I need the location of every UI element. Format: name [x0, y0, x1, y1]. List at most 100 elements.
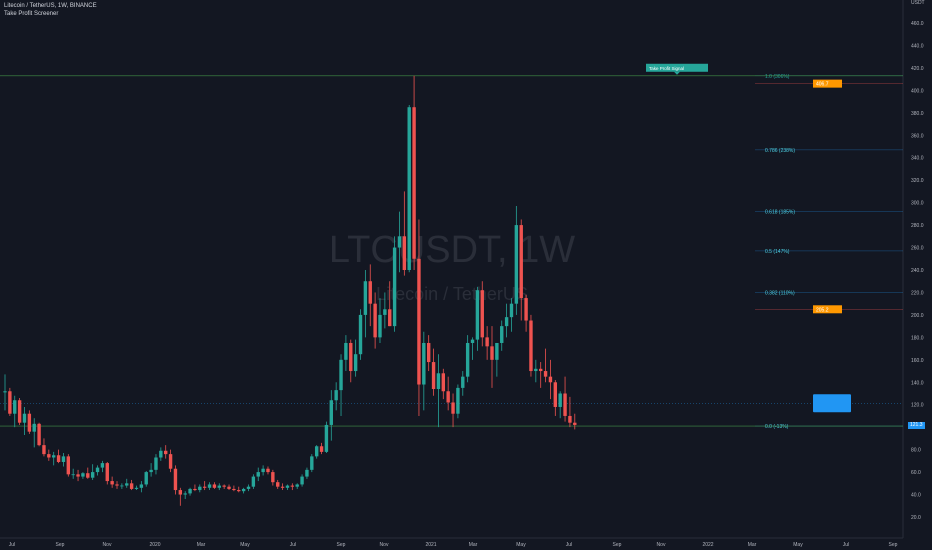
x-tick-label: Mar	[197, 542, 206, 548]
candle-body	[276, 482, 280, 487]
x-tick-label: 2021	[425, 542, 436, 548]
candle-body	[441, 373, 445, 392]
candle-body	[465, 342, 470, 377]
candle-body	[504, 317, 509, 327]
candle-body	[397, 236, 402, 248]
candle-body	[319, 446, 324, 452]
candle-body	[100, 463, 105, 468]
candle-body	[90, 472, 95, 478]
candle-body	[144, 472, 148, 485]
price-level-tag	[813, 305, 842, 314]
y-tick-label: 60.0	[911, 470, 921, 476]
y-tick-label: 200.0	[911, 313, 924, 319]
candle-body	[339, 359, 343, 391]
candle-body	[95, 467, 100, 473]
y-tick-label: 460.0	[911, 21, 924, 27]
y-tick-label: 160.0	[911, 358, 924, 364]
x-tick-label: May	[240, 542, 250, 548]
candle-body	[134, 487, 139, 489]
candle-body	[548, 376, 553, 383]
candle-body	[110, 481, 114, 485]
candle-body	[558, 393, 562, 407]
candle-body	[500, 326, 504, 343]
candle-body	[436, 373, 441, 390]
candle-body	[188, 488, 192, 494]
fib-level-label: 0.5 (147%)	[765, 249, 790, 255]
x-tick-label: 2020	[149, 542, 160, 548]
candle-body	[212, 484, 217, 488]
candle-body	[17, 400, 22, 423]
candle-body	[509, 303, 514, 318]
signal-tag	[646, 63, 708, 72]
candle-body	[388, 309, 392, 327]
x-tick-label: Mar	[469, 542, 478, 548]
candle-body	[539, 368, 543, 372]
candle-body	[246, 486, 251, 489]
candle-body	[290, 485, 295, 487]
x-tick-label: Sep	[337, 542, 346, 548]
candle-body	[52, 455, 56, 458]
fib-level-label: 0.382 (110%)	[765, 290, 795, 296]
candle-body	[22, 413, 27, 423]
x-tick-label: May	[516, 542, 526, 548]
price-level-tag	[813, 79, 842, 88]
candle-body	[105, 463, 109, 482]
y-tick-label: 400.0	[911, 88, 924, 94]
x-tick-label: Jul	[9, 542, 15, 548]
candle-body	[256, 472, 260, 477]
y-tick-label: 320.0	[911, 178, 924, 184]
candle-body	[115, 484, 119, 486]
candle-body	[353, 354, 358, 372]
y-tick-label: 20.0	[911, 515, 921, 521]
candle-body	[198, 486, 202, 491]
candle-body	[485, 337, 489, 347]
x-tick-label: Jul	[566, 542, 572, 548]
y-unit-label: USDT	[911, 0, 925, 6]
candle-body	[232, 488, 236, 491]
candle-body	[32, 423, 36, 432]
candle-body	[241, 488, 246, 492]
candle-body	[251, 476, 256, 487]
candle-body	[193, 488, 197, 491]
candle-body	[159, 450, 163, 458]
candle-body	[8, 391, 12, 414]
candle-body	[13, 400, 17, 414]
candle-body	[383, 309, 387, 315]
candle-body	[310, 456, 314, 470]
candle-body	[207, 484, 212, 488]
candle-body	[373, 303, 377, 338]
signal-tag-pointer	[674, 71, 680, 75]
candle-body	[573, 422, 577, 425]
candle-body	[266, 468, 270, 473]
candle-body	[61, 456, 66, 462]
candle-body	[568, 415, 572, 423]
fib-level-label: 1.0 (306%)	[765, 74, 790, 80]
y-tick-label: 300.0	[911, 201, 924, 207]
candle-body	[490, 346, 494, 360]
candle-body	[480, 290, 484, 338]
candle-body	[217, 485, 221, 488]
y-tick-label: 220.0	[911, 290, 924, 296]
x-tick-label: Sep	[613, 542, 622, 548]
candle-body	[431, 362, 436, 390]
candle-body	[222, 485, 226, 487]
candle-body	[334, 390, 338, 401]
indicator-name[interactable]: Take Profit Screener	[4, 11, 59, 17]
candle-body	[451, 402, 455, 414]
candle-body	[314, 446, 319, 457]
candle-body	[227, 486, 231, 489]
x-tick-label: Nov	[657, 542, 666, 548]
candle-body	[300, 476, 304, 485]
candle-body	[280, 486, 285, 488]
y-tick-label: 420.0	[911, 66, 924, 72]
candle-body	[553, 382, 558, 407]
candle-body	[285, 485, 290, 488]
candle-body	[139, 484, 144, 488]
x-tick-label: Jul	[290, 542, 296, 548]
y-tick-label: 240.0	[911, 268, 924, 274]
candle-body	[56, 455, 61, 462]
candle-body	[129, 483, 134, 489]
candle-body	[446, 391, 450, 403]
candle-body	[3, 391, 7, 393]
